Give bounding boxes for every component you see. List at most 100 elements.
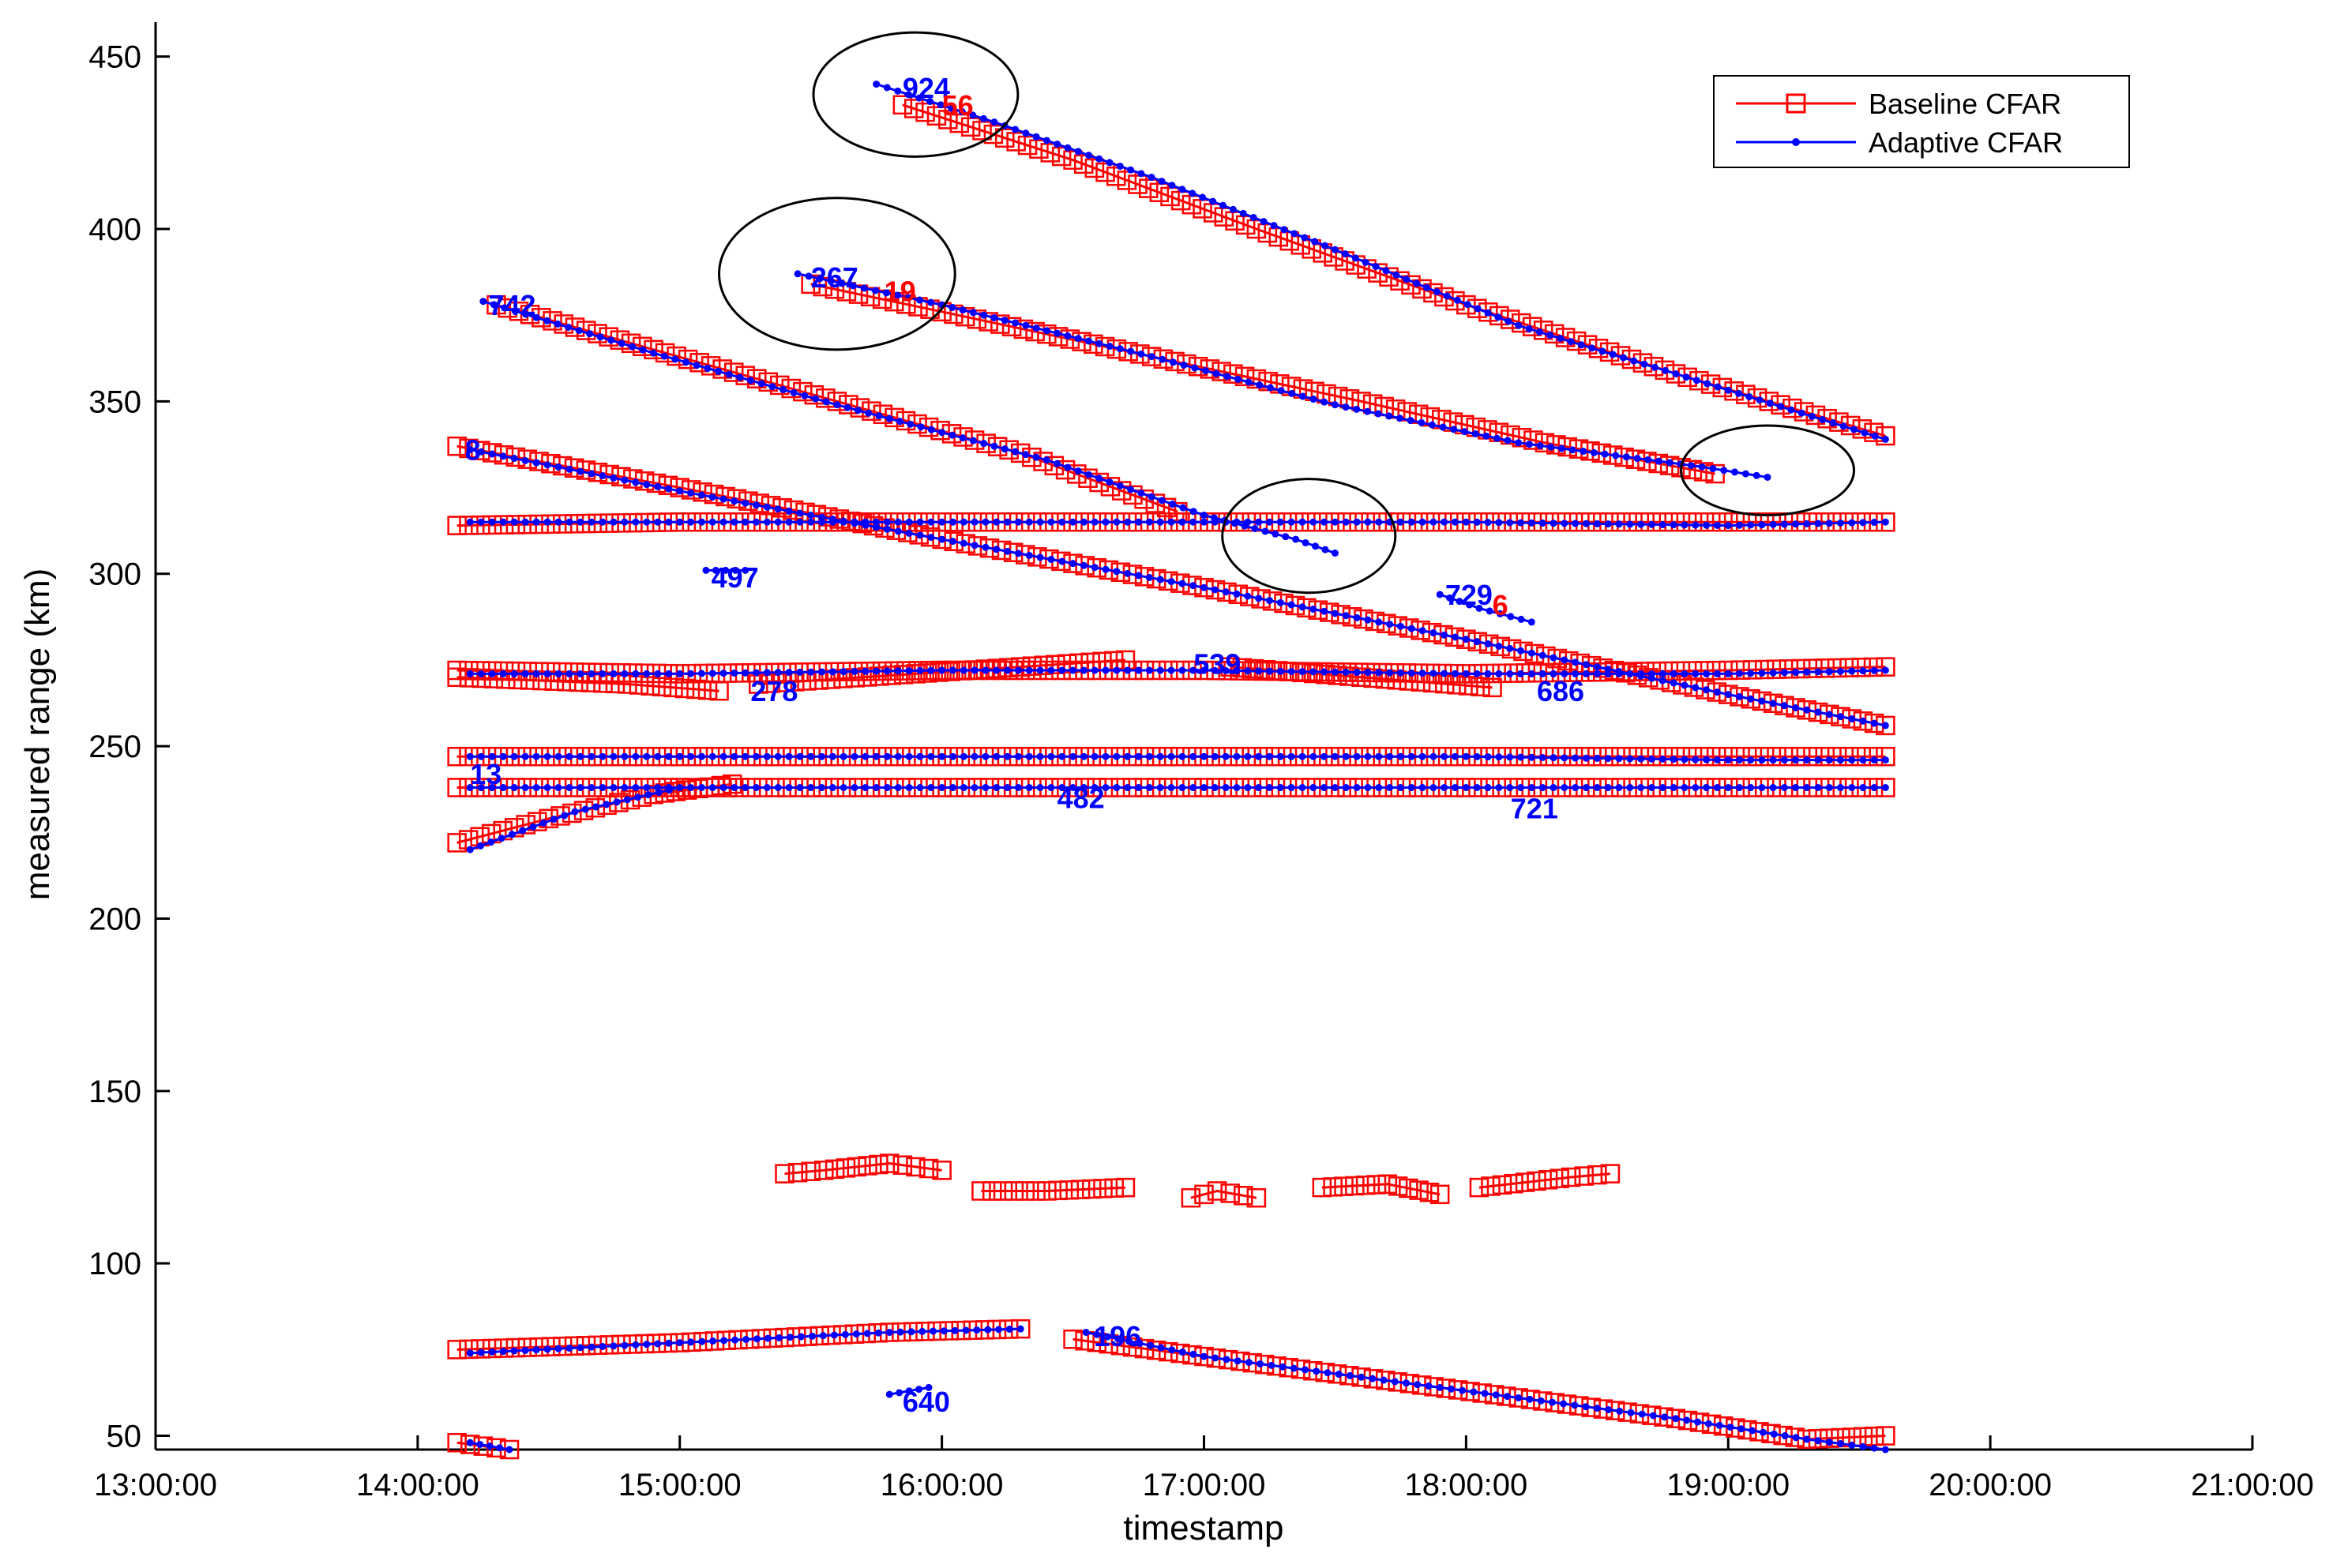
- adaptive-marker: [1042, 327, 1050, 335]
- adaptive-marker: [1025, 518, 1033, 526]
- baseline-marker: [1827, 658, 1847, 678]
- adaptive-marker: [1715, 1421, 1723, 1429]
- adaptive-marker: [1814, 756, 1822, 764]
- adaptive-marker: [1792, 669, 1800, 677]
- adaptive-marker: [1301, 234, 1309, 242]
- adaptive-marker: [1069, 560, 1077, 568]
- adaptive-marker: [1829, 419, 1837, 427]
- adaptive-marker: [1084, 471, 1092, 478]
- adaptive-marker: [1341, 250, 1349, 258]
- baseline-marker: [1803, 658, 1823, 678]
- adaptive-marker: [905, 784, 913, 792]
- adaptive-marker: [1792, 703, 1800, 711]
- adaptive-marker: [885, 415, 893, 422]
- adaptive-marker: [1178, 666, 1186, 674]
- baseline-marker: [1339, 666, 1359, 686]
- adaptive-marker: [1265, 518, 1273, 526]
- adaptive-track-11: [466, 1325, 1024, 1357]
- adaptive-marker: [807, 512, 815, 520]
- adaptive-marker: [1127, 347, 1135, 355]
- baseline-track-14: [1181, 1181, 1267, 1208]
- adaptive-marker: [1331, 610, 1339, 617]
- adaptive-marker: [915, 94, 923, 102]
- adaptive-marker: [1036, 518, 1044, 526]
- baseline-marker: [1658, 661, 1679, 681]
- adaptive-marker: [885, 1390, 893, 1398]
- adaptive-marker: [1698, 463, 1706, 471]
- adaptive-marker: [1425, 1382, 1433, 1390]
- adaptive-marker: [1758, 521, 1766, 529]
- adaptive-marker: [1582, 670, 1590, 677]
- adaptive-marker: [510, 670, 518, 677]
- adaptive-marker: [1014, 518, 1022, 526]
- adaptive-marker: [862, 667, 870, 675]
- adaptive-marker: [894, 87, 902, 95]
- baseline-track-18: [1063, 1330, 1895, 1450]
- adaptive-marker: [1211, 666, 1219, 674]
- adaptive-marker: [1211, 518, 1219, 526]
- adaptive-marker: [511, 307, 519, 315]
- adaptive-marker: [982, 518, 990, 526]
- adaptive-marker: [708, 784, 716, 792]
- adaptive-marker: [521, 518, 529, 526]
- adaptive-marker: [499, 518, 507, 526]
- baseline-marker: [1051, 146, 1072, 167]
- adaptive-track-7: [466, 666, 1889, 677]
- adaptive-marker: [1548, 1398, 1556, 1406]
- baseline-marker: [483, 669, 504, 688]
- adaptive-marker: [948, 752, 956, 760]
- adaptive-marker: [1080, 752, 1087, 760]
- adaptive-marker: [1616, 1407, 1624, 1415]
- adaptive-marker: [1792, 1434, 1800, 1442]
- adaptive-marker: [971, 666, 979, 674]
- adaptive-marker: [1157, 1344, 1165, 1352]
- baseline-marker: [1467, 298, 1487, 318]
- legend-marker-adaptive: [1792, 138, 1800, 146]
- adaptive-marker: [1651, 363, 1658, 371]
- adaptive-marker: [1353, 669, 1361, 677]
- adaptive-marker: [708, 493, 716, 501]
- adaptive-marker: [731, 784, 738, 792]
- baseline-marker: [1104, 1178, 1124, 1198]
- adaptive-marker: [852, 1330, 860, 1338]
- adaptive-marker: [1735, 389, 1743, 397]
- baseline-marker: [1459, 676, 1478, 696]
- adaptive-marker: [1825, 711, 1833, 718]
- adaptive-marker: [785, 669, 793, 677]
- adaptive-marker: [1287, 752, 1295, 760]
- adaptive-marker: [948, 104, 956, 112]
- adaptive-marker: [1839, 422, 1847, 430]
- adaptive-marker: [1808, 412, 1816, 420]
- adaptive-marker: [499, 1348, 507, 1356]
- adaptive-marker: [763, 503, 771, 511]
- baseline-marker: [1246, 219, 1267, 239]
- adaptive-marker: [990, 118, 998, 126]
- adaptive-marker: [1769, 784, 1777, 792]
- adaptive-marker: [1234, 1357, 1241, 1365]
- adaptive-marker: [1189, 508, 1197, 516]
- adaptive-marker: [1633, 455, 1641, 463]
- adaptive-marker: [1666, 459, 1673, 467]
- adaptive-marker: [1156, 666, 1164, 674]
- adaptive-marker: [708, 518, 716, 526]
- adaptive-marker: [1803, 706, 1811, 714]
- adaptive-marker: [1770, 1430, 1778, 1438]
- adaptive-marker: [1694, 1418, 1702, 1426]
- adaptive-marker: [960, 752, 967, 760]
- adaptive-marker: [1016, 1325, 1024, 1333]
- adaptive-marker: [1375, 618, 1383, 626]
- adaptive-marker: [1058, 666, 1066, 674]
- adaptive-marker: [521, 1346, 529, 1354]
- adaptive-marker: [1814, 784, 1822, 792]
- adaptive-marker: [1032, 453, 1040, 461]
- adaptive-marker: [1704, 380, 1711, 388]
- adaptive-marker: [796, 509, 804, 517]
- adaptive-marker: [1302, 1366, 1309, 1374]
- adaptive-marker: [1189, 666, 1197, 674]
- adaptive-marker: [697, 491, 705, 499]
- adaptive-marker: [554, 784, 562, 792]
- adaptive-marker: [1012, 319, 1020, 327]
- baseline-marker: [858, 1156, 877, 1176]
- adaptive-marker: [827, 277, 835, 285]
